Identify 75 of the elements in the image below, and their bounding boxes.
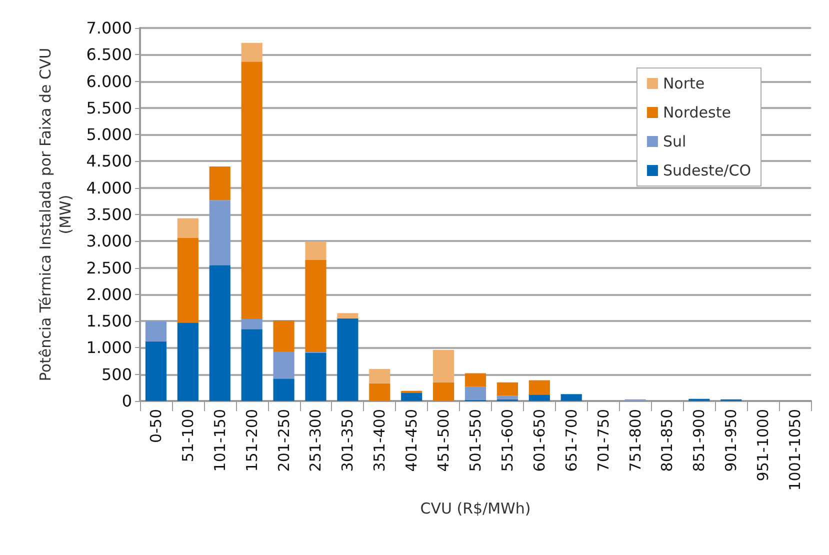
bar	[241, 329, 262, 401]
x-tick-label: 901-950	[722, 409, 740, 472]
x-tick-label: 251-300	[306, 409, 325, 472]
bar	[305, 242, 326, 260]
bar	[496, 382, 518, 396]
bar	[177, 218, 198, 238]
bar	[209, 166, 230, 200]
y-tick-label: 2.500	[86, 258, 132, 278]
legend-label: Norte	[662, 74, 705, 92]
x-tick-label: 451-500	[434, 409, 453, 472]
y-tick-label: 4.000	[86, 178, 132, 198]
x-tick-label: 201-250	[274, 409, 293, 472]
bar	[528, 394, 550, 401]
bar	[209, 200, 230, 266]
x-tick-label: 701-750	[594, 409, 612, 472]
x-tick-label: 601-650	[530, 409, 548, 472]
x-tick-label: 151-200	[242, 409, 261, 472]
y-tick-label: 0	[122, 392, 132, 410]
bar	[177, 322, 198, 401]
x-tick-label: 351-400	[370, 409, 389, 472]
y-tick-label: 3.500	[86, 205, 132, 224]
bar	[337, 318, 358, 401]
x-tick-label: 0-50	[146, 409, 165, 444]
bar	[241, 42, 262, 62]
bar	[433, 350, 454, 382]
x-tick-label: 651-700	[562, 409, 580, 472]
x-tick-label: 501-550	[466, 409, 484, 472]
legend-label: Sul	[662, 132, 686, 150]
bar	[337, 313, 358, 318]
y-tick-label: 2.000	[86, 284, 132, 304]
bar	[464, 373, 486, 387]
bar	[305, 260, 326, 352]
legend-label: Nordeste	[662, 104, 731, 122]
bar	[464, 386, 486, 400]
x-tick-label: 751-800	[626, 409, 644, 472]
y-axis-title: Potência Térmica Instalada por Faixa de CVU (MW)	[36, 48, 74, 382]
bar	[401, 390, 422, 394]
bar	[273, 378, 294, 401]
y-tick-label: 1.500	[86, 312, 132, 331]
y-tick-label: 500	[101, 364, 132, 384]
bar	[177, 238, 198, 323]
bar	[145, 341, 167, 401]
x-axis-title: CVU (R$/MWh)	[420, 500, 531, 518]
bar	[241, 318, 262, 330]
bar	[209, 265, 230, 401]
y-tick-label: 5.000	[86, 125, 132, 144]
bar	[369, 383, 390, 401]
x-tick-label: 801-850	[658, 409, 676, 472]
y-tick-label: 6.500	[86, 45, 132, 64]
y-tick-label: 6.000	[86, 72, 132, 91]
bar	[401, 393, 422, 401]
x-tick-label: 401-450	[402, 409, 421, 472]
y-tick-label: 3.000	[86, 232, 132, 251]
x-tick-label: 101-150	[210, 409, 229, 472]
x-tick-label: 851-900	[690, 409, 708, 472]
x-tick-label: 51-100	[178, 409, 197, 462]
x-tick-label: 301-350	[338, 409, 357, 472]
bar	[145, 321, 167, 342]
bar	[528, 380, 550, 395]
x-tick-label: 551-600	[498, 409, 516, 472]
bar	[496, 396, 518, 400]
y-tick-label: 7.000	[86, 18, 132, 38]
x-tick-label: 951-1000	[754, 409, 772, 482]
y-tick-label: 5.500	[86, 98, 132, 118]
bar	[305, 353, 326, 401]
x-tick-label: 1001-1050	[786, 409, 804, 491]
bar	[560, 394, 582, 401]
y-tick-label: 4.500	[86, 152, 132, 171]
bar	[273, 351, 294, 379]
bar	[369, 369, 390, 384]
bar	[433, 382, 454, 401]
bar	[241, 62, 262, 319]
y-tick-label: 1.000	[86, 338, 132, 358]
bar	[273, 320, 294, 352]
legend-label: Sudeste/CO	[662, 162, 752, 180]
